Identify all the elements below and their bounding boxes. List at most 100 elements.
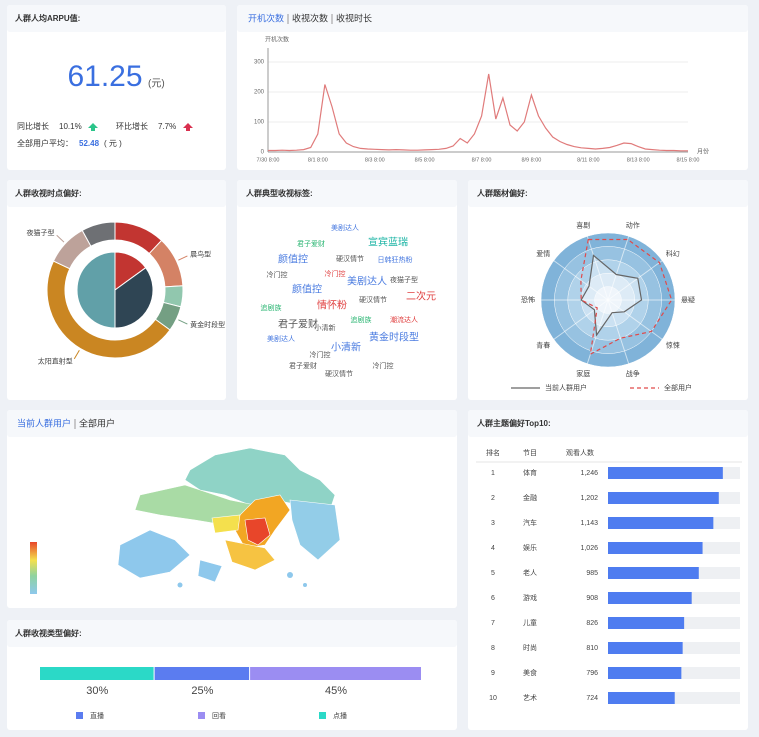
- tag-word: 冷门控: [325, 269, 346, 278]
- panel-title: 人群典型收视标签:: [246, 188, 313, 198]
- bar: [608, 617, 685, 629]
- x-tick-label: 8/5 8:00: [415, 157, 435, 163]
- program-name: 游戏: [523, 593, 537, 602]
- map-region: [117, 529, 191, 579]
- radar-axis: [553, 299, 609, 340]
- y-tick-label: 0: [261, 150, 265, 156]
- stacked-segment: [250, 667, 421, 680]
- rank: 3: [491, 520, 495, 527]
- tab[interactable]: 收视时长: [336, 12, 372, 23]
- panel-title: 人群人均ARPU值:: [15, 13, 80, 23]
- panel-title: 人群收视时点偏好:: [15, 188, 82, 198]
- tag-word: 君子爱财: [289, 361, 317, 370]
- panel-header: [468, 410, 748, 437]
- bar: [608, 667, 682, 679]
- tag-word: 颜值控: [278, 253, 308, 266]
- tag-word: 硬汉情节: [325, 369, 353, 378]
- y-tick-label: 100: [254, 120, 265, 126]
- program-name: 金融: [523, 493, 537, 502]
- panel-header: [7, 180, 226, 207]
- x-tick-label: 8/15 8:00: [677, 157, 700, 163]
- map-island: [177, 582, 183, 588]
- legend-swatch: [76, 712, 83, 719]
- bar: [608, 492, 719, 504]
- tag-word: 颜值控: [292, 283, 322, 296]
- viewer-count: 826: [586, 620, 598, 627]
- viewer-count: 1,202: [580, 495, 598, 502]
- bar: [608, 567, 699, 579]
- tab[interactable]: 收视次数: [292, 12, 328, 23]
- radar-indicator: 喜剧: [576, 221, 590, 230]
- radar-axis: [607, 299, 630, 364]
- column-header: 排名: [486, 448, 500, 457]
- panel-title: 人群主题偏好Top10:: [477, 418, 551, 428]
- rank: 9: [491, 670, 495, 677]
- radar-indicator: 恐怖: [521, 295, 535, 304]
- avg-value: 52.48: [79, 139, 100, 148]
- segment-label: 晨鸟型: [190, 250, 211, 259]
- radar-indicator: 悬疑: [681, 295, 695, 304]
- viewer-count: 985: [586, 570, 598, 577]
- bar: [608, 692, 675, 704]
- program-name: 美食: [523, 668, 537, 677]
- tab[interactable]: 当前人群用户: [17, 417, 71, 428]
- up-arrow: [88, 123, 98, 131]
- donut-segment: [81, 221, 116, 247]
- legend-label: 点播: [333, 711, 347, 720]
- bar: [608, 642, 683, 654]
- viewer-count: 1,026: [580, 545, 598, 552]
- tag-word: 日韩狂热粉: [378, 255, 413, 264]
- rank: 5: [491, 570, 495, 577]
- rank: 7: [491, 620, 495, 627]
- x-tick-label: 8/7 8:00: [472, 157, 492, 163]
- tab[interactable]: 全部用户: [79, 417, 115, 428]
- tag-word: 二次元: [406, 290, 436, 303]
- leader-line: [178, 255, 188, 261]
- legend-label: 直播: [90, 711, 104, 720]
- rank: 10: [489, 695, 497, 702]
- arpu-value: 61.25: [67, 60, 142, 93]
- yoy-label: 同比增长: [17, 121, 49, 131]
- leader-line: [56, 234, 65, 243]
- radar-axis: [586, 299, 609, 364]
- bar: [608, 467, 723, 479]
- panel: [237, 5, 748, 170]
- y-tick-label: 200: [254, 90, 265, 96]
- radar-indicator: 青春: [536, 341, 550, 350]
- tag-word: 美剧达人: [347, 275, 387, 288]
- radar-indicator: 动作: [626, 221, 640, 230]
- bar: [608, 592, 692, 604]
- segment-value-label: 45%: [325, 685, 347, 697]
- column-header: 节目: [523, 449, 537, 457]
- legend-label: 回看: [212, 712, 226, 720]
- tag-word: 君子爱财: [297, 239, 325, 248]
- leader-line: [178, 319, 188, 325]
- radar-indicator: 家庭: [576, 369, 590, 378]
- program-name: 老人: [523, 568, 537, 577]
- arpu-unit: (元): [148, 79, 165, 90]
- viewer-count: 1,246: [580, 470, 598, 477]
- tag-word: 小清新: [315, 323, 336, 332]
- map-region: [197, 559, 223, 583]
- radar-indicator: 爱情: [536, 249, 550, 258]
- radar-series: [580, 238, 673, 356]
- viewer-count: 810: [586, 645, 598, 652]
- x-tick-label: 8/1 8:00: [308, 157, 328, 163]
- map-region: [244, 517, 271, 546]
- tag-word: 冷门控: [373, 361, 394, 370]
- mom-value: 7.7%: [158, 122, 176, 131]
- panel-header: [7, 5, 226, 32]
- map-region: [224, 539, 276, 571]
- tag-word: 美剧达人: [331, 223, 359, 232]
- map-island: [287, 572, 293, 578]
- tab[interactable]: 开机次数: [248, 12, 284, 23]
- tag-word: 情怀粉: [317, 299, 347, 312]
- y-axis-label: 开机次数: [265, 36, 289, 44]
- segment-value-label: 25%: [191, 685, 213, 697]
- viewer-count: 1,143: [580, 520, 598, 527]
- tag-word: 潮流达人: [390, 315, 418, 324]
- legend-swatch: [319, 712, 326, 719]
- bar: [608, 517, 714, 529]
- segment-label: 黄金时段型: [190, 320, 225, 329]
- viewer-count: 724: [586, 695, 598, 702]
